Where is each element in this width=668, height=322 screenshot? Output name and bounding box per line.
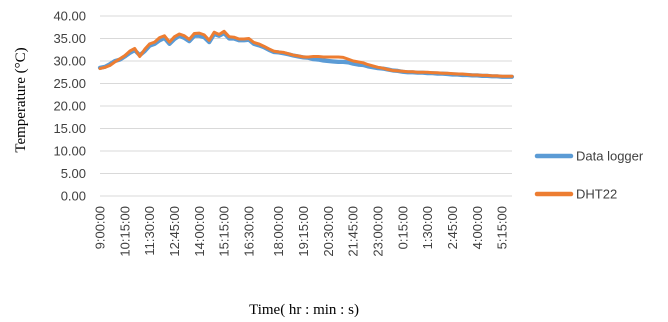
y-tick-label: 40.00 [53,9,86,24]
x-tick-label: 19:15:00 [296,206,311,257]
series-line-dht22 [98,29,514,78]
gridlines [100,15,512,197]
y-tick-label: 20.00 [53,99,86,114]
y-tick-label: 35.00 [53,31,86,46]
y-tick-label: 15.00 [53,121,86,136]
y-axis-title: Temperature (°C) [13,47,29,152]
x-tick-label: 15:15:00 [217,206,232,257]
y-tick-labels: 0.00 5.00 10.00 15.00 20.00 25.00 30.00 35.00 40… [53,9,86,204]
x-tick-label: 1:30:00 [420,206,435,249]
legend-label: Data logger [576,149,644,164]
x-tick-label: 20:30:00 [321,206,336,257]
x-tick-label: 23:00:00 [371,206,386,257]
x-tick-label: 11:30:00 [142,206,157,256]
y-tick-label: 0.00 [61,189,86,204]
series-line-data-logger [97,30,515,79]
x-tick-label: 18:00:00 [271,206,286,257]
x-tick-label: 4:00:00 [470,206,485,249]
x-tick-label: 12:45:00 [167,206,182,257]
x-tick-label: 21:45:00 [346,206,361,257]
x-tick-label: 10:15:00 [117,206,132,257]
x-tick-label: 5:15:00 [495,206,510,249]
x-tick-label: 14:00:00 [192,206,207,257]
legend: Data logger DHT22 [534,149,644,202]
series-lines [97,29,515,79]
x-axis-title: Time( hr : min : s) [249,302,359,318]
y-tick-label: 30.00 [53,54,86,69]
x-tick-label: 16:30:00 [241,206,256,257]
x-tick-label: 9:00:00 [93,206,108,249]
x-tick-label: 2:45:00 [445,206,460,249]
x-tick-label: 0:15:00 [395,206,410,249]
legend-label: DHT22 [576,187,617,202]
y-tick-label: 5.00 [61,166,86,181]
x-tick-labels: 9:00:00 10:15:00 11:30:00 12:45:00 14:00:00 1… [93,206,510,257]
y-tick-label: 10.00 [53,144,86,159]
y-tick-label: 25.00 [53,76,86,91]
